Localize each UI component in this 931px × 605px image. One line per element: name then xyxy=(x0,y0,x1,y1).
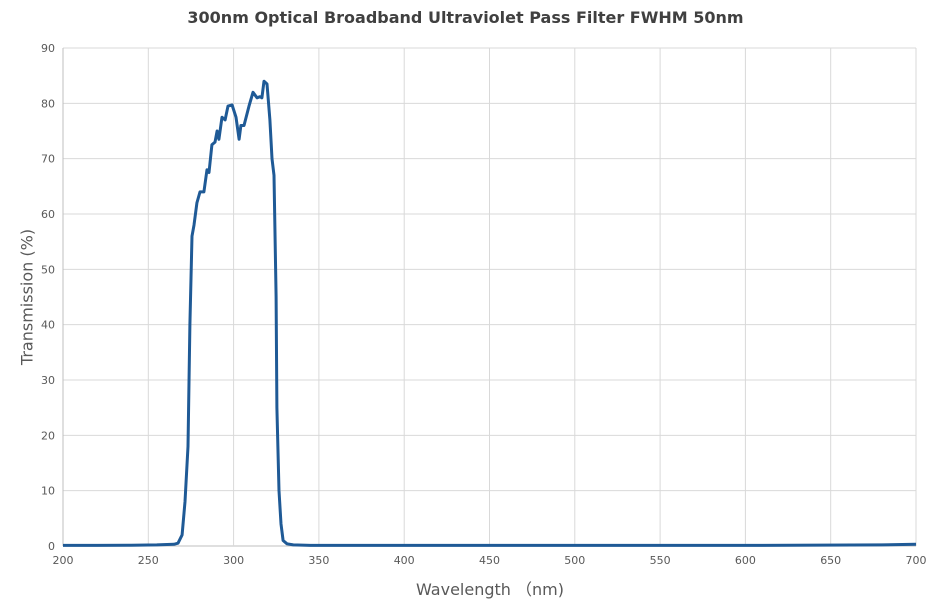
x-tick-label: 400 xyxy=(394,554,415,567)
y-tick-label: 50 xyxy=(41,263,55,276)
x-axis-label: Wavelength （nm) xyxy=(416,580,564,599)
y-tick-label: 70 xyxy=(41,153,55,166)
x-tick-label: 200 xyxy=(53,554,74,567)
y-tick-label: 10 xyxy=(41,485,55,498)
y-tick-label: 40 xyxy=(41,319,55,332)
x-tick-label: 700 xyxy=(906,554,927,567)
x-tick-label: 650 xyxy=(820,554,841,567)
y-tick-label: 30 xyxy=(41,374,55,387)
y-tick-label: 20 xyxy=(41,429,55,442)
chart-title: 300nm Optical Broadband Ultraviolet Pass… xyxy=(187,8,744,27)
y-tick-label: 60 xyxy=(41,208,55,221)
transmission-curve xyxy=(63,79,917,547)
x-tick-label: 450 xyxy=(479,554,500,567)
x-tick-label: 600 xyxy=(735,554,756,567)
y-tick-label: 80 xyxy=(41,97,55,110)
x-tick-label: 300 xyxy=(223,554,244,567)
y-tick-label: 0 xyxy=(48,540,55,553)
y-tick-label: 90 xyxy=(41,42,55,55)
x-tick-label: 550 xyxy=(650,554,671,567)
x-tick-label: 250 xyxy=(138,554,159,567)
x-tick-label: 350 xyxy=(308,554,329,567)
x-tick-label: 500 xyxy=(564,554,585,567)
